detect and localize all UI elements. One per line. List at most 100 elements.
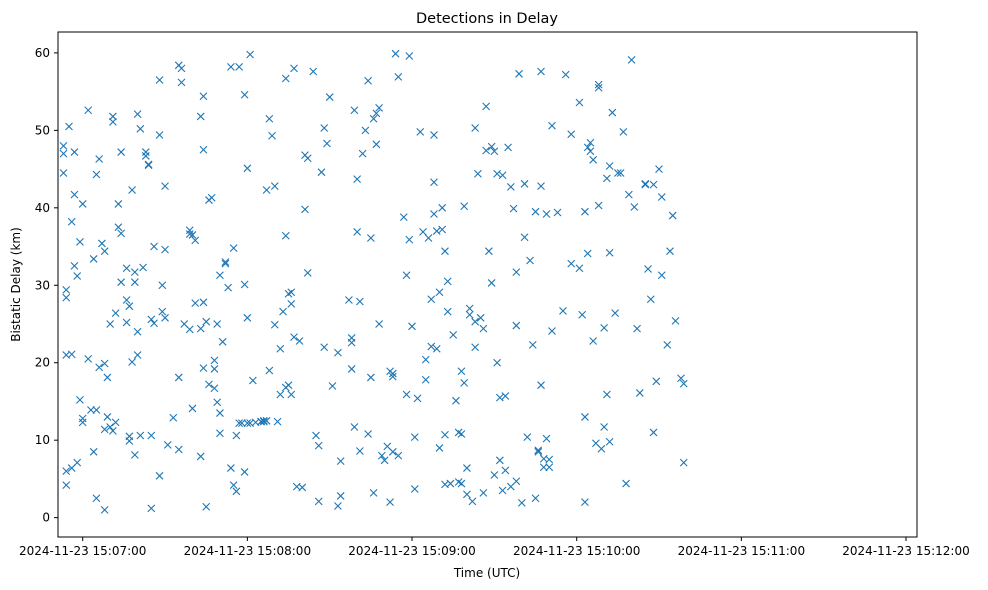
data-point [663,341,672,349]
data-point [388,447,397,456]
data-point [89,255,98,263]
data-point [589,337,598,345]
data-point [295,337,304,345]
data-point [583,143,592,152]
data-point [474,169,482,178]
data-point [443,277,452,286]
x-tick-label: 2024-11-23 15:09:00 [348,544,475,558]
data-point [578,310,587,319]
data-point [216,271,224,280]
y-tick-label: 40 [35,201,50,215]
data-point [512,477,521,486]
data-point [205,380,213,389]
data-point [463,464,471,472]
data-point [235,419,244,428]
data-point [633,324,641,333]
data-point [366,373,375,382]
data-point [394,451,403,460]
data-point [290,333,298,342]
data-point [270,320,279,329]
data-point [196,452,205,461]
data-point [388,372,397,381]
data-point [133,327,142,336]
data-point [136,431,145,440]
data-point [108,426,117,435]
y-tick-label: 50 [35,123,50,137]
data-point [668,211,677,220]
data-point [262,416,271,425]
data-point [78,418,87,427]
data-point [347,365,356,373]
data-point [243,313,252,322]
data-point [476,313,485,322]
data-point [430,210,438,218]
data-point [232,431,241,440]
data-point [537,67,545,76]
data-point [534,446,543,455]
data-point [449,330,458,339]
data-point [100,506,109,514]
data-point [281,231,290,240]
data-point [394,73,403,81]
data-point [325,93,334,101]
data-point [545,455,554,464]
data-point [317,168,326,177]
data-point [468,497,477,506]
data-point [298,483,307,492]
data-point [210,384,219,393]
data-point [350,423,359,431]
data-point [548,327,556,335]
data-point [199,364,208,373]
data-point [114,200,123,208]
data-point [465,304,474,313]
data-point [303,154,312,163]
data-point [361,126,370,135]
data-point [526,256,534,265]
data-point [78,200,87,208]
data-point [435,288,444,297]
data-point [279,307,287,316]
data-point [227,62,235,71]
data-point [243,164,252,173]
data-point [246,50,254,59]
data-point [375,320,383,328]
data-point [413,394,422,403]
data-point [144,160,153,169]
data-point [666,247,674,256]
data-point [377,451,386,460]
data-point [405,52,414,60]
data-point [542,434,551,443]
data-point [498,171,507,180]
data-point [657,271,666,280]
data-point [622,479,630,488]
data-point [649,180,658,189]
data-point [191,299,200,307]
data-point [441,430,449,439]
data-point [276,344,285,353]
x-tick-label: 2024-11-23 15:07:00 [19,544,146,558]
data-point [150,242,158,251]
data-point [471,124,480,132]
data-point [605,162,614,170]
data-point [95,363,104,372]
data-point [528,341,537,349]
data-point [108,112,117,121]
data-point [432,344,441,353]
data-point [287,288,296,297]
data-point [583,249,592,258]
x-tick-label: 2024-11-23 15:11:00 [678,544,805,558]
data-point [504,143,512,152]
data-point [600,323,609,332]
data-point [657,193,666,201]
data-point [482,146,491,155]
data-point [314,497,323,506]
data-point [155,131,164,139]
data-point [177,78,186,87]
data-point [130,268,139,276]
data-point [262,186,271,194]
data-point [402,271,411,280]
data-point [548,121,556,130]
data-point [441,247,449,256]
data-point [158,281,167,290]
data-point [575,98,584,107]
